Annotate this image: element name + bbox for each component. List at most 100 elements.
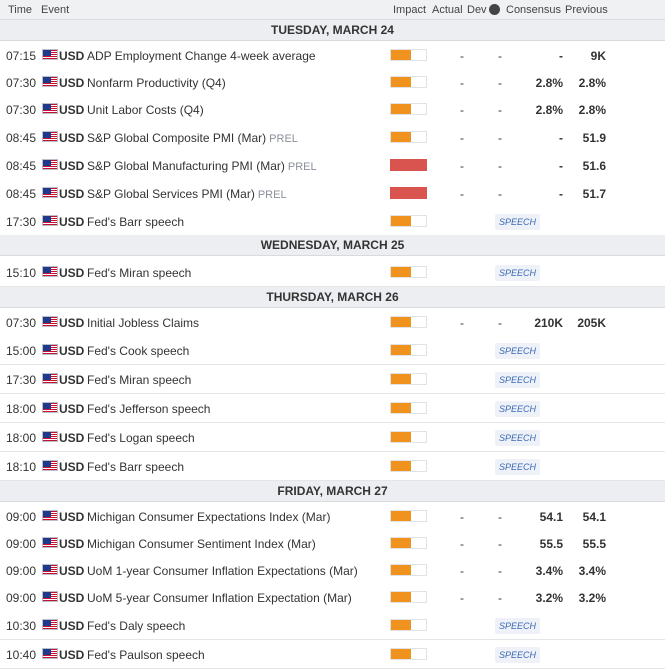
currency-code: USD [59, 215, 85, 229]
event-row[interactable]: 10:40 USD Fed's Paulson speech SPEECH [0, 640, 665, 669]
consensus-column-header[interactable]: Consensus [506, 4, 562, 16]
deviation-value: - [498, 564, 502, 578]
currency-code: USD [59, 316, 85, 330]
event-time: 08:45 [6, 159, 37, 173]
event-name-text: Fed's Paulson speech [87, 648, 205, 662]
event-name[interactable]: Fed's Barr speech [87, 460, 184, 474]
day-header: TUESDAY, MARCH 24 [0, 20, 665, 41]
event-row[interactable]: 18:00 USD Fed's Jefferson speech SPEECH [0, 394, 665, 423]
impact-bar-fill [391, 160, 426, 170]
speech-tag[interactable]: SPEECH [495, 401, 540, 417]
event-row[interactable]: 08:45 USD S&P Global Composite PMI (Mar) PR… [0, 123, 665, 152]
event-row[interactable]: 15:10 USD Fed's Miran speech SPEECH [0, 258, 665, 287]
event-name[interactable]: UoM 1-year Consumer Inflation Expectatio… [87, 564, 358, 578]
speech-tag[interactable]: SPEECH [495, 265, 540, 281]
currency-code: USD [59, 431, 85, 445]
impact-bar-fill [391, 50, 411, 60]
deviation-value: - [498, 76, 502, 90]
speech-tag[interactable]: SPEECH [495, 647, 540, 663]
deviation-value: - [498, 159, 502, 173]
event-name-text: Initial Jobless Claims [87, 316, 200, 330]
actual-value: - [460, 564, 464, 578]
event-row[interactable]: 17:30 USD Fed's Miran speech SPEECH [0, 365, 665, 394]
event-name[interactable]: Michigan Consumer Sentiment Index (Mar) [87, 537, 316, 551]
event-name[interactable]: Michigan Consumer Expectations Index (Ma… [87, 510, 330, 524]
event-row[interactable]: 17:30 USD Fed's Barr speech SPEECH [0, 207, 665, 236]
event-name[interactable]: Initial Jobless Claims [87, 316, 199, 330]
event-name[interactable]: S&P Global Manufacturing PMI (Mar) PREL [87, 159, 317, 173]
speech-tag[interactable]: SPEECH [495, 430, 540, 446]
event-row[interactable]: 09:00 USD Michigan Consumer Sentiment Inde… [0, 529, 665, 558]
impact-bar [390, 187, 427, 199]
event-row[interactable]: 10:30 USD Fed's Daly speech SPEECH [0, 611, 665, 640]
consensus-value: 3.2% [535, 591, 563, 605]
event-row[interactable]: 07:30 USD Nonfarm Productivity (Q4) - - 2.8% 2… [0, 68, 665, 97]
event-row[interactable]: 07:30 USD Initial Jobless Claims - - 210K 205K [0, 308, 665, 337]
dev-column-header[interactable]: Dev [467, 4, 487, 16]
event-name[interactable]: Fed's Jefferson speech [87, 402, 210, 416]
event-row[interactable]: 18:00 USD Fed's Logan speech SPEECH [0, 423, 665, 452]
event-row[interactable]: 08:45 USD S&P Global Manufacturing PMI (Ma… [0, 151, 665, 180]
event-row[interactable]: 07:15 USD ADP Employment Change 4-week ave… [0, 41, 665, 70]
event-name-text: UoM 1-year Consumer Inflation Expectatio… [87, 564, 358, 578]
us-flag-icon [42, 373, 58, 384]
event-row[interactable]: 09:00 USD Michigan Consumer Expectations I… [0, 502, 665, 531]
event-name[interactable]: Fed's Barr speech [87, 215, 184, 229]
impact-bar [390, 537, 427, 549]
event-name-text: Nonfarm Productivity (Q4) [87, 76, 226, 90]
impact-column-header[interactable]: Impact [393, 4, 427, 16]
event-name[interactable]: Fed's Paulson speech [87, 648, 205, 662]
event-row[interactable]: 07:30 USD Unit Labor Costs (Q4) - - 2.8% 2.8% [0, 95, 665, 124]
event-row[interactable]: 15:00 USD Fed's Cook speech SPEECH [0, 336, 665, 365]
impact-bar-fill [391, 649, 411, 659]
event-name[interactable]: UoM 5-year Consumer Inflation Expectatio… [87, 591, 352, 605]
speech-tag[interactable]: SPEECH [495, 343, 540, 359]
event-row[interactable]: 09:00 USD UoM 5-year Consumer Inflation Ex… [0, 583, 665, 612]
currency-code: USD [59, 373, 85, 387]
actual-column-header[interactable]: Actual [432, 4, 463, 16]
impact-bar [390, 76, 427, 88]
event-time: 18:10 [6, 460, 37, 474]
previous-value: 51.7 [582, 187, 606, 201]
currency-code: USD [59, 510, 85, 524]
event-name[interactable]: ADP Employment Change 4-week average [87, 49, 316, 63]
event-row[interactable]: 09:00 USD UoM 1-year Consumer Inflation Ex… [0, 556, 665, 585]
speech-tag[interactable]: SPEECH [495, 459, 540, 475]
currency-code: USD [59, 537, 85, 551]
event-name[interactable]: S&P Global Composite PMI (Mar) PREL [87, 131, 298, 145]
event-column-header[interactable]: Event [41, 4, 70, 16]
time-column-header[interactable]: Time [8, 4, 33, 16]
impact-bar [390, 373, 427, 385]
event-name-text: ADP Employment Change 4-week average [87, 49, 316, 63]
impact-bar-fill [391, 620, 411, 630]
event-row[interactable]: 18:10 USD Fed's Barr speech SPEECH [0, 452, 665, 481]
event-name[interactable]: Nonfarm Productivity (Q4) [87, 76, 226, 90]
event-name[interactable]: Fed's Cook speech [87, 344, 189, 358]
speech-tag[interactable]: SPEECH [495, 214, 540, 230]
event-name[interactable]: Fed's Miran speech [87, 266, 191, 280]
deviation-value: - [498, 591, 502, 605]
previous-column-header[interactable]: Previous [565, 4, 608, 16]
previous-value: 51.6 [582, 159, 606, 173]
event-name[interactable]: Fed's Miran speech [87, 373, 191, 387]
us-flag-icon [42, 316, 58, 327]
event-row[interactable]: 08:45 USD S&P Global Services PMI (Mar) PRE… [0, 179, 665, 208]
speech-tag[interactable]: SPEECH [495, 372, 540, 388]
day-header: THURSDAY, MARCH 26 [0, 287, 665, 308]
event-name[interactable]: S&P Global Services PMI (Mar) PREL [87, 187, 287, 201]
event-name-text: Fed's Barr speech [87, 460, 185, 474]
info-icon[interactable]: i [489, 4, 500, 15]
impact-bar-fill [391, 188, 426, 198]
us-flag-icon [42, 131, 58, 142]
speech-tag[interactable]: SPEECH [495, 618, 540, 634]
event-time: 09:00 [6, 537, 37, 551]
event-name[interactable]: Fed's Logan speech [87, 431, 195, 445]
event-name-text: S&P Global Manufacturing PMI (Mar) [87, 159, 285, 173]
event-name[interactable]: Unit Labor Costs (Q4) [87, 103, 204, 117]
previous-value: 205K [577, 316, 606, 330]
consensus-value: - [559, 131, 563, 145]
event-name[interactable]: Fed's Daly speech [87, 619, 185, 633]
impact-bar-fill [391, 77, 411, 87]
consensus-value: 54.1 [539, 510, 563, 524]
previous-value: 2.8% [578, 103, 606, 117]
